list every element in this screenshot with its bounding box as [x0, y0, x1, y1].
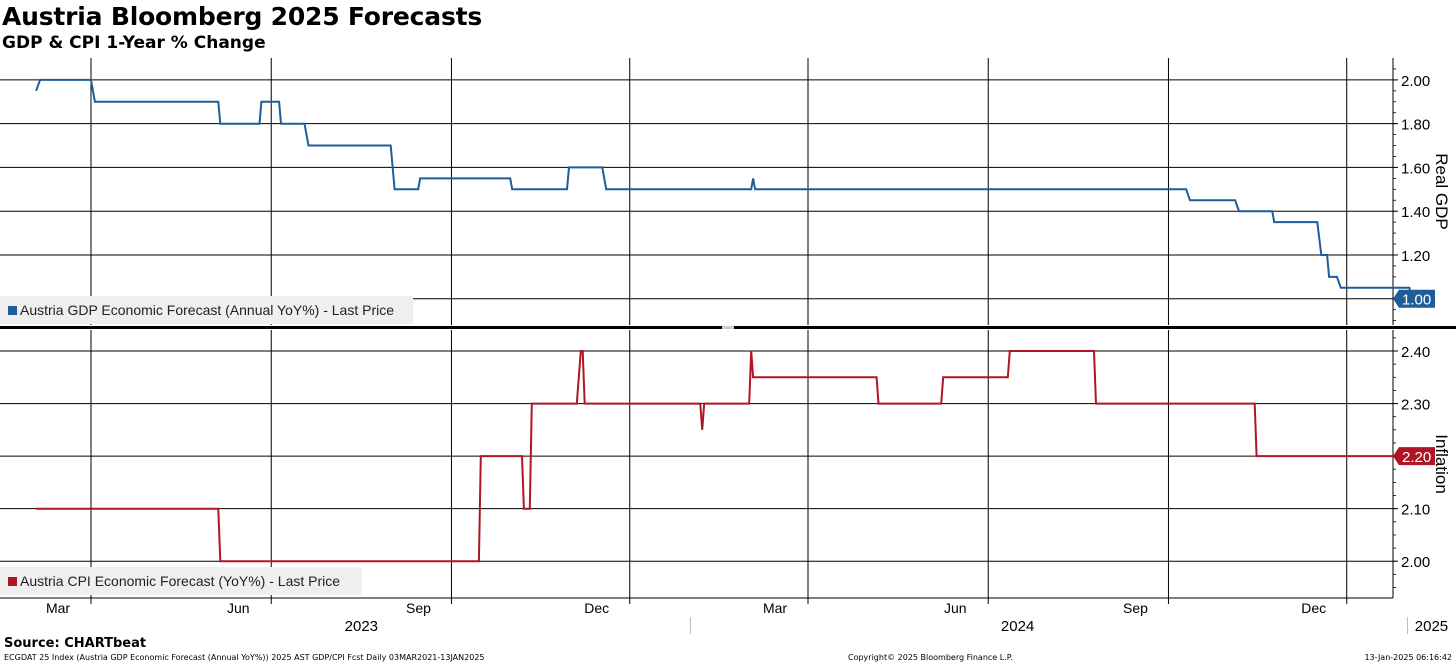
legend-swatch [8, 306, 17, 315]
last-value-tag [1393, 447, 1435, 466]
last-value-label: 2.20 [1402, 449, 1431, 466]
chart-svg: 2.00 1.80 1.60 1.40 1.20 1.00 Austria GDP Econ… [0, 58, 1456, 635]
y-axis-label: Real GDP [1432, 153, 1451, 230]
y-tick-label: 2.00 [1401, 73, 1430, 90]
footer-copyright: Copyright© 2025 Bloomberg Finance L.P. [848, 653, 1013, 662]
y-tick-label: 1.80 [1401, 117, 1430, 134]
chart-title: Austria Bloomberg 2025 Forecasts [2, 2, 483, 31]
x-month-label: Jun [227, 600, 250, 616]
y-tick-label: 2.00 [1401, 554, 1430, 571]
y-tick-label: 2.30 [1401, 397, 1430, 414]
legend-swatch [8, 577, 17, 586]
y-tick-label: 2.10 [1401, 502, 1430, 519]
x-month-label: Dec [1301, 600, 1326, 616]
legend-label: Austria CPI Economic Forecast (YoY%) - L… [20, 573, 340, 589]
x-year-label: 2023 [345, 618, 378, 635]
source-note: Source: CHARTbeat [4, 636, 147, 651]
cpi-panel: 2.40 2.30 2.10 2.00 2.20 Austria CPI Economic… [0, 330, 1451, 598]
x-year-label: 2024 [1001, 618, 1034, 635]
x-month-label: Mar [763, 600, 787, 616]
series-line [36, 350, 1431, 563]
y-axis-label: Inflation [1432, 434, 1451, 494]
chart-subtitle: GDP & CPI 1-Year % Change [2, 33, 266, 53]
last-value-tag [1393, 289, 1435, 308]
y-tick-label: 1.40 [1401, 204, 1430, 221]
legend-box [0, 567, 362, 595]
x-month-label: Dec [584, 600, 609, 616]
panel-resize-handle [722, 326, 734, 329]
y-tick-label: 1.60 [1401, 160, 1430, 177]
y-tick-label: 1.20 [1401, 248, 1430, 265]
x-month-label: Jun [944, 600, 967, 616]
x-year-label: 2025 [1415, 618, 1448, 635]
footer-timestamp: 13-Jan-2025 06:16:42 [1364, 653, 1452, 662]
footer-index-info: ECGDAT 25 Index (Austria GDP Economic Fo… [4, 653, 485, 662]
x-month-label: Sep [406, 600, 431, 616]
y-tick-label: 2.40 [1401, 344, 1430, 361]
x-month-label: Sep [1123, 600, 1148, 616]
gdp-panel: 2.00 1.80 1.60 1.40 1.20 1.00 Austria GDP Econ… [0, 58, 1451, 325]
series-line [35, 78, 1431, 300]
x-month-label: Mar [46, 600, 70, 616]
legend-box [0, 296, 413, 324]
legend-label: Austria GDP Economic Forecast (Annual Yo… [20, 302, 394, 318]
last-value-label: 1.00 [1402, 292, 1431, 309]
